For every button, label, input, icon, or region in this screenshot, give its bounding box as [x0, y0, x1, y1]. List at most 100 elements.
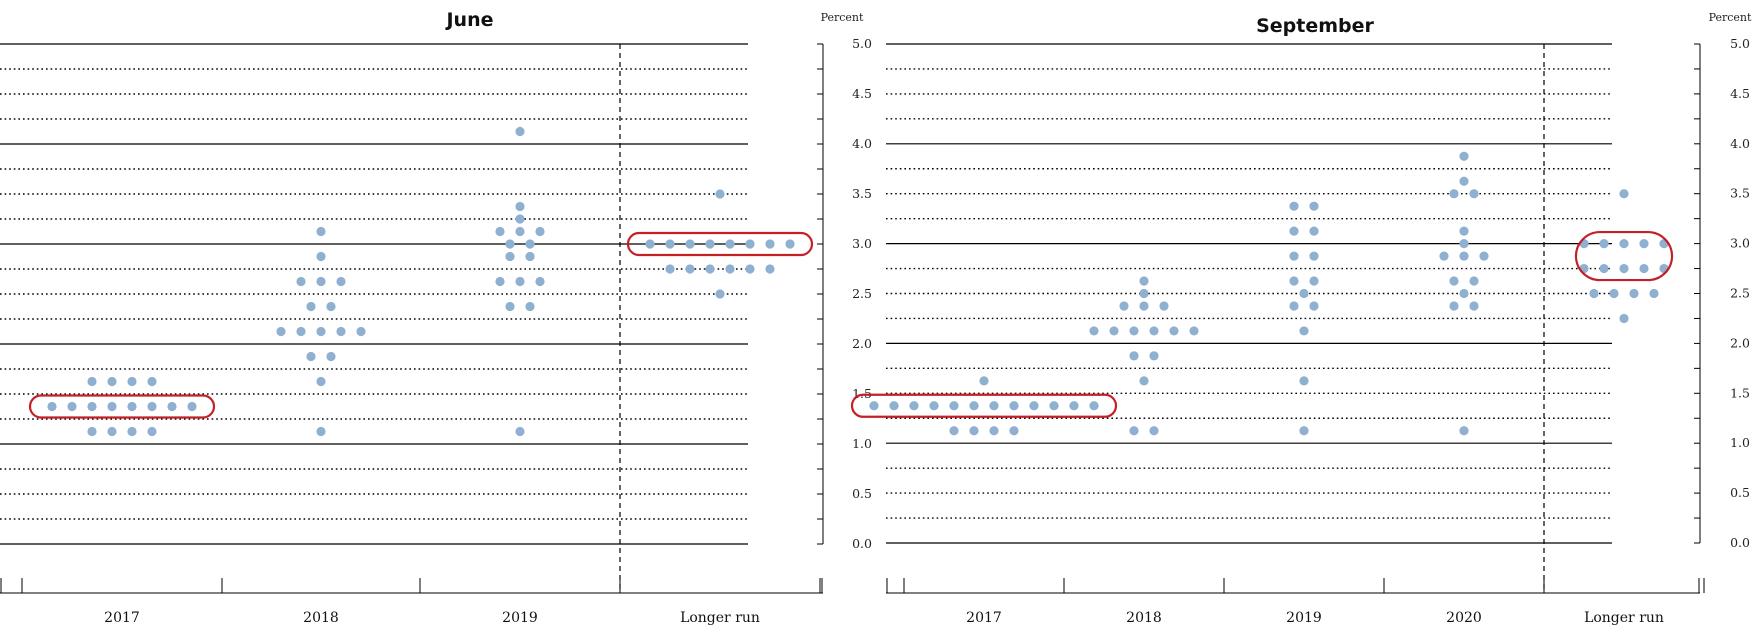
dot-point	[909, 401, 919, 411]
y-tick-label: 1.0	[1730, 435, 1750, 450]
y-tick-label: 3.5	[1730, 186, 1750, 201]
dot-point	[1479, 251, 1489, 261]
dot-point	[1139, 288, 1149, 299]
dot-point	[929, 401, 939, 411]
dot-point	[1289, 226, 1299, 236]
highlight-outline	[850, 393, 1118, 418]
dot-point	[949, 426, 959, 436]
dot-point	[1459, 426, 1469, 436]
y-tick-label: 4.0	[1730, 136, 1750, 151]
dot-point	[107, 401, 117, 412]
dot-point	[1289, 201, 1299, 211]
y-tick-label: 1.5	[1730, 385, 1750, 400]
y-tick-label: 2.0	[1730, 335, 1750, 350]
dot-point	[785, 239, 795, 249]
dot-point	[1589, 288, 1599, 299]
dot-point	[167, 401, 177, 412]
dot-point	[127, 426, 137, 437]
dot-point	[1449, 189, 1459, 199]
dot-point	[1309, 201, 1319, 211]
dot-point	[889, 401, 899, 411]
dot-point	[665, 239, 675, 249]
dot-point	[765, 264, 775, 274]
dot-point	[725, 264, 735, 274]
dot-point	[515, 214, 525, 224]
highlight-outline	[1574, 230, 1674, 282]
x-tick-label: 2020	[1446, 610, 1482, 626]
dot-point	[969, 426, 979, 436]
dot-point	[1029, 401, 1039, 411]
dot-point	[869, 401, 879, 411]
y-tick-label: 4.0	[852, 136, 872, 151]
dot-point	[1129, 351, 1139, 361]
dot-point	[316, 226, 326, 237]
dot-point	[1289, 251, 1299, 261]
y-tick-label: 5.0	[852, 36, 872, 51]
dot-point	[1109, 326, 1119, 336]
dot-point	[1459, 226, 1469, 236]
dot-point	[645, 239, 655, 249]
dot-point	[1449, 276, 1459, 286]
dot-point	[665, 264, 675, 274]
dot-point	[87, 376, 97, 387]
dot-point	[326, 351, 336, 362]
dot-point	[715, 189, 725, 199]
dot-point	[1149, 351, 1159, 361]
dot-point	[535, 276, 545, 287]
dot-point	[296, 276, 306, 287]
dot-point	[1139, 301, 1149, 311]
dot-point	[1289, 276, 1299, 286]
dot-point	[1299, 426, 1309, 436]
dot-point	[356, 326, 366, 337]
dot-point	[1459, 251, 1469, 261]
y-tick-label: 5.0	[1730, 36, 1750, 51]
y-tick-label: 0.5	[852, 486, 872, 501]
y-tick-label: 3.0	[1730, 236, 1750, 251]
dot-point	[685, 264, 695, 274]
dot-point	[495, 276, 505, 287]
dot-point	[1149, 426, 1159, 436]
dot-point	[1619, 189, 1629, 199]
dot-point	[765, 239, 775, 249]
dot-point	[705, 239, 715, 249]
dot-point	[1169, 326, 1179, 336]
dot-point	[296, 326, 306, 337]
dot-point	[525, 239, 535, 249]
dot-series	[47, 126, 795, 437]
dot-point	[515, 201, 525, 212]
dot-point	[1129, 326, 1139, 336]
dot-point	[705, 264, 715, 274]
dot-point	[87, 401, 97, 412]
dot-point	[1309, 276, 1319, 286]
dot-point	[685, 239, 695, 249]
chart-panel-2: September Percent 0.0 0.5 1.0 1.5 2.0 2.5 3.0 3.5…	[850, 11, 1752, 626]
y-tick-label: 4.5	[852, 86, 872, 101]
y-tick-label: 3.0	[852, 236, 872, 251]
dot-point	[515, 426, 525, 437]
dot-point	[1139, 276, 1149, 286]
x-tick-label: 2018	[303, 610, 339, 626]
dot-point	[1009, 401, 1019, 411]
y-axis-label: Percent	[821, 11, 864, 24]
chart-title: September	[1256, 15, 1374, 37]
y-tick-label: 3.5	[852, 186, 872, 201]
dot-point	[525, 251, 535, 262]
grid-lines	[886, 43, 1612, 544]
dot-point	[1129, 426, 1139, 436]
dot-point	[1619, 313, 1629, 324]
dot-point	[1449, 301, 1459, 311]
dot-point	[745, 239, 755, 249]
x-tick-label: Longer run	[1584, 610, 1664, 626]
dot-point	[107, 376, 117, 387]
dot-point	[1309, 301, 1319, 311]
dot-point	[989, 426, 999, 436]
dot-point	[306, 351, 316, 362]
chart-title: June	[444, 9, 493, 31]
dot-point	[525, 301, 535, 312]
dot-point	[147, 426, 157, 437]
x-tick-label: 2017	[104, 610, 140, 626]
dot-point	[1009, 426, 1019, 436]
dot-point	[495, 226, 505, 237]
dot-point	[1469, 276, 1479, 286]
dot-point	[1469, 189, 1479, 199]
